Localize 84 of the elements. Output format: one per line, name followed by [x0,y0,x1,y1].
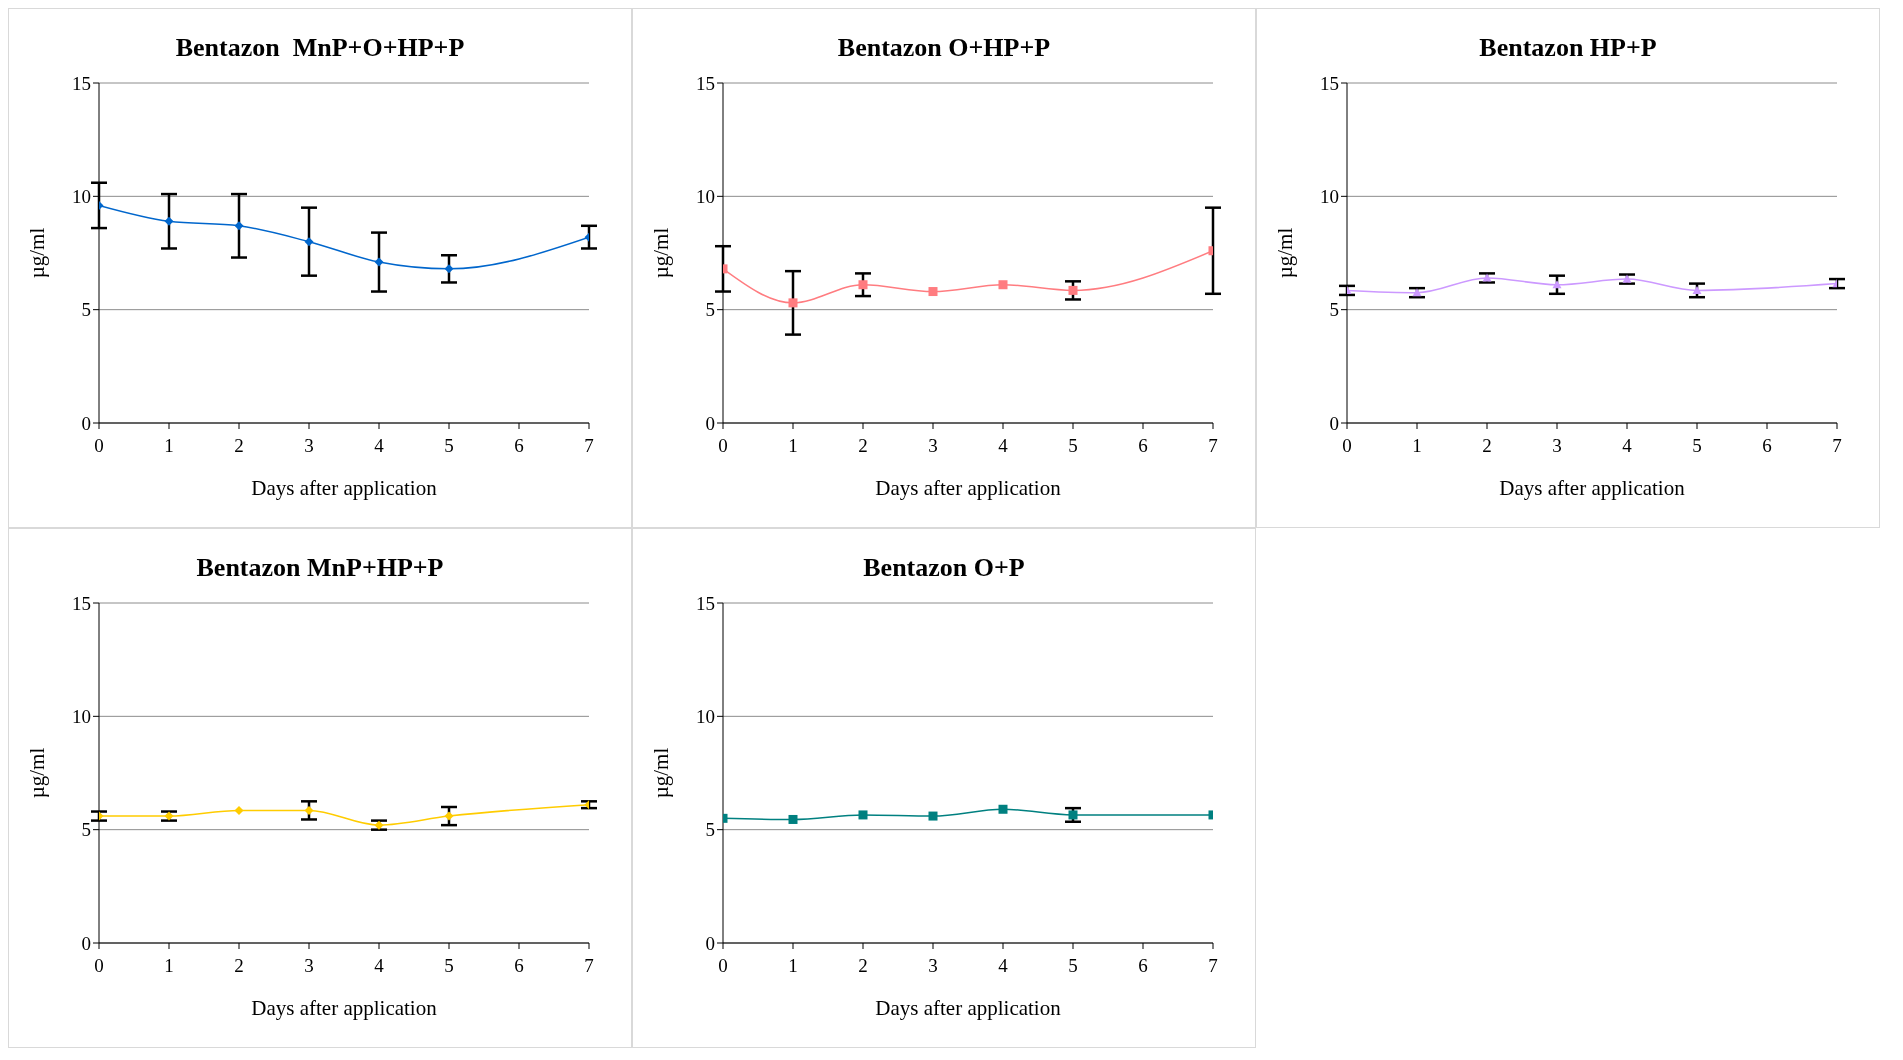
point [1068,285,1078,295]
x-tick-label: 6 [514,955,524,977]
y-tick-label: 15 [72,592,91,614]
point [858,280,868,290]
y-axis-title: µg/ml [649,747,674,799]
point [788,298,798,308]
y-tick-label: 5 [1329,299,1339,321]
chart-title: Bentazon HP+P [1478,33,1658,63]
y-axis-title: µg/ml [1273,227,1298,279]
y-tick-label: 15 [1320,72,1339,94]
point [374,257,384,267]
x-tick-label: 3 [304,435,314,457]
y-tick-label: 0 [81,412,91,434]
chart-title: Bentazon O+HP+P [836,33,1052,63]
y-tick-label: 5 [81,819,91,841]
x-tick-label: 3 [1552,435,1562,457]
x-tick-label: 6 [1138,955,1148,977]
x-tick-label: 7 [1208,955,1218,977]
x-axis-title: Days after application [875,476,1062,500]
chart-title: Bentazon MnP+O+HP+P [174,33,466,63]
x-axis-title: Days after application [251,476,438,500]
x-tick-label: 7 [1208,435,1218,457]
x-tick-label: 2 [1482,435,1492,457]
point [998,280,1008,290]
x-tick-label: 4 [1622,435,1633,457]
point [234,805,244,815]
x-tick-label: 5 [1068,955,1078,977]
x-tick-label: 7 [1832,435,1842,457]
y-tick-label: 10 [696,186,715,208]
x-tick-label: 1 [164,955,174,977]
point [1692,285,1702,294]
x-tick-label: 7 [584,435,594,457]
x-axis-title: Days after application [1499,476,1686,500]
x-tick-label: 5 [444,955,454,977]
y-tick-label: 5 [81,299,91,321]
y-axis-title: µg/ml [649,227,674,279]
y-tick-label: 10 [1320,186,1339,208]
x-tick-label: 5 [1068,435,1078,457]
y-tick-label: 10 [72,186,91,208]
x-tick-label: 2 [234,435,244,457]
x-tick-label: 1 [164,435,174,457]
x-tick-label: 2 [234,955,244,977]
x-tick-label: 4 [998,435,1009,457]
y-tick-label: 15 [696,72,715,94]
x-tick-label: 1 [788,955,798,977]
chart-title: Bentazon MnP+HP+P [195,553,445,583]
x-tick-label: 4 [998,955,1009,977]
x-tick-label: 1 [788,435,798,457]
point [928,287,938,297]
x-tick-label: 1 [1412,435,1422,457]
point [444,264,454,274]
point [304,237,314,247]
y-tick-label: 15 [72,72,91,94]
y-tick-label: 5 [705,299,715,321]
x-axis-title: Days after application [251,996,438,1020]
x-tick-label: 6 [1762,435,1772,457]
y-tick-label: 0 [705,932,715,954]
x-tick-label: 4 [374,435,385,457]
x-tick-label: 6 [1138,435,1148,457]
x-tick-label: 6 [514,435,524,457]
point [164,216,174,226]
y-axis-title: µg/ml [25,227,50,279]
y-tick-label: 0 [705,412,715,434]
point [304,805,314,815]
x-tick-label: 5 [1692,435,1702,457]
chart-title: Bentazon O+P [862,553,1026,583]
y-tick-label: 10 [696,706,715,728]
x-tick-label: 4 [374,955,385,977]
x-axis-title: Days after application [875,996,1062,1020]
point [234,221,244,231]
x-tick-label: 7 [584,955,594,977]
x-tick-label: 3 [928,435,938,457]
y-tick-label: 0 [81,932,91,954]
y-tick-label: 5 [705,819,715,841]
x-tick-label: 2 [858,435,868,457]
x-tick-label: 3 [928,955,938,977]
y-tick-label: 0 [1329,412,1339,434]
point [444,811,454,821]
x-tick-label: 2 [858,955,868,977]
y-tick-label: 10 [72,706,91,728]
x-tick-label: 3 [304,955,314,977]
y-tick-label: 15 [696,592,715,614]
y-axis-title: µg/ml [25,747,50,799]
x-tick-label: 5 [444,435,454,457]
